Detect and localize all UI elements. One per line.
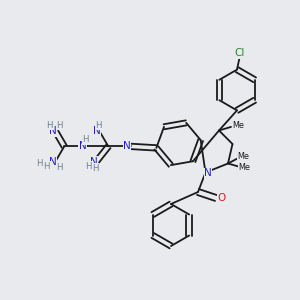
Text: Me: Me	[238, 152, 250, 161]
Text: N: N	[93, 126, 101, 136]
Text: H: H	[44, 162, 50, 171]
Text: N: N	[49, 157, 57, 167]
Text: N: N	[123, 141, 131, 151]
Text: Me: Me	[232, 122, 244, 130]
Text: H: H	[82, 135, 89, 144]
Text: H: H	[56, 121, 63, 130]
Text: N: N	[49, 126, 57, 136]
Text: N: N	[204, 168, 212, 178]
Text: O: O	[218, 193, 226, 203]
Text: N: N	[90, 157, 98, 167]
Text: H: H	[92, 164, 99, 173]
Text: H: H	[56, 163, 63, 172]
Text: H: H	[85, 162, 91, 171]
Text: H: H	[46, 121, 53, 130]
Text: H: H	[36, 159, 43, 168]
Text: N: N	[79, 141, 87, 151]
Text: Cl: Cl	[234, 48, 244, 58]
Text: Me: Me	[238, 164, 250, 172]
Text: H: H	[95, 121, 102, 130]
